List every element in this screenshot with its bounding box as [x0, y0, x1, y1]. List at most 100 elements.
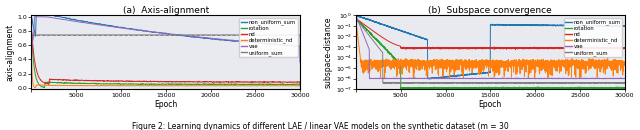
nd	[441, 47, 449, 48]
uniform_sum	[515, 82, 523, 83]
Line: non_uniform_sum: non_uniform_sum	[356, 15, 625, 79]
rotation	[191, 84, 198, 85]
deterministic_nd	[621, 63, 628, 64]
nd	[28, 31, 35, 32]
uniform_sum	[481, 82, 489, 84]
Text: Figure 2: Learning dynamics of different LAE / linear VAE models on the syntheti: Figure 2: Learning dynamics of different…	[132, 122, 508, 130]
uniform_sum	[352, 18, 360, 19]
nd	[515, 47, 523, 48]
rotation	[157, 83, 164, 85]
vae	[404, 78, 412, 79]
Line: nd: nd	[356, 18, 625, 50]
rotation	[284, 84, 292, 85]
vae	[609, 78, 616, 79]
vae	[28, 67, 35, 69]
nd	[81, 80, 89, 81]
deterministic_nd	[460, 78, 467, 79]
rotation	[296, 85, 304, 86]
deterministic_nd	[32, 87, 40, 89]
vae	[406, 78, 413, 79]
vae	[621, 78, 628, 79]
rotation	[481, 87, 489, 89]
non_uniform_sum	[116, 27, 124, 28]
uniform_sum	[579, 83, 586, 84]
uniform_sum	[296, 52, 304, 53]
Line: deterministic_nd: deterministic_nd	[31, 61, 300, 88]
nd	[459, 48, 467, 50]
uniform_sum	[441, 82, 449, 83]
non_uniform_sum	[481, 72, 489, 74]
deterministic_nd	[81, 85, 89, 86]
nd	[352, 18, 360, 19]
nd	[406, 47, 413, 48]
nd	[284, 81, 292, 83]
rotation	[621, 87, 628, 89]
non_uniform_sum	[134, 29, 142, 31]
nd	[609, 48, 616, 50]
rotation	[442, 87, 449, 89]
Line: non_uniform_sum: non_uniform_sum	[31, 13, 300, 62]
deterministic_nd	[134, 85, 142, 86]
Legend: non_uniform_sum, rotation, nd, deterministic_nd, vae, uniform_sum: non_uniform_sum, rotation, nd, determini…	[239, 18, 298, 57]
rotation	[460, 87, 467, 89]
Line: vae: vae	[356, 15, 625, 79]
deterministic_nd	[441, 64, 449, 65]
Line: rotation: rotation	[31, 32, 300, 87]
uniform_sum	[191, 34, 198, 36]
vae	[296, 62, 304, 63]
Title: (a)  Axis-alignment: (a) Axis-alignment	[123, 6, 209, 15]
non_uniform_sum	[609, 25, 616, 27]
nd	[28, 59, 35, 60]
non_uniform_sum	[460, 74, 467, 76]
deterministic_nd	[352, 20, 360, 22]
uniform_sum	[81, 34, 89, 36]
vae	[442, 78, 449, 79]
nd	[511, 49, 519, 50]
Line: vae: vae	[31, 17, 300, 68]
rotation	[117, 83, 125, 85]
vae	[352, 15, 360, 16]
Line: nd: nd	[31, 32, 300, 84]
non_uniform_sum	[406, 33, 413, 34]
Line: rotation: rotation	[356, 18, 625, 90]
uniform_sum	[134, 34, 142, 36]
uniform_sum	[406, 82, 413, 83]
X-axis label: Epoch: Epoch	[479, 100, 502, 109]
uniform_sum	[459, 82, 467, 84]
non_uniform_sum	[157, 32, 164, 34]
nd	[117, 80, 125, 82]
Y-axis label: subspace-distance: subspace-distance	[324, 17, 333, 88]
Legend: non_uniform_sum, rotation, nd, deterministic_nd, vae, uniform_sum: non_uniform_sum, rotation, nd, determini…	[564, 18, 622, 57]
deterministic_nd	[191, 85, 198, 87]
uniform_sum	[157, 34, 164, 36]
non_uniform_sum	[28, 52, 35, 53]
nd	[134, 80, 142, 82]
nd	[45, 83, 52, 85]
Line: deterministic_nd: deterministic_nd	[356, 21, 625, 79]
rotation	[352, 17, 360, 19]
Title: (b)  Subspace convergence: (b) Subspace convergence	[428, 6, 552, 15]
non_uniform_sum	[284, 45, 292, 46]
uniform_sum	[284, 34, 292, 36]
non_uniform_sum	[442, 76, 449, 78]
deterministic_nd	[28, 71, 35, 73]
deterministic_nd	[609, 61, 616, 63]
nd	[481, 47, 489, 49]
rotation	[353, 17, 360, 19]
non_uniform_sum	[296, 61, 304, 63]
rotation	[81, 83, 89, 84]
nd	[296, 83, 304, 85]
nd	[191, 81, 198, 82]
vae	[157, 32, 164, 33]
deterministic_nd	[117, 85, 125, 87]
uniform_sum	[621, 82, 628, 84]
vae	[481, 77, 489, 79]
non_uniform_sum	[426, 78, 433, 80]
uniform_sum	[28, 52, 35, 53]
deterministic_nd	[481, 63, 489, 64]
non_uniform_sum	[353, 14, 360, 16]
vae	[515, 78, 523, 79]
vae	[459, 78, 467, 79]
vae	[116, 27, 124, 29]
vae	[134, 29, 142, 31]
